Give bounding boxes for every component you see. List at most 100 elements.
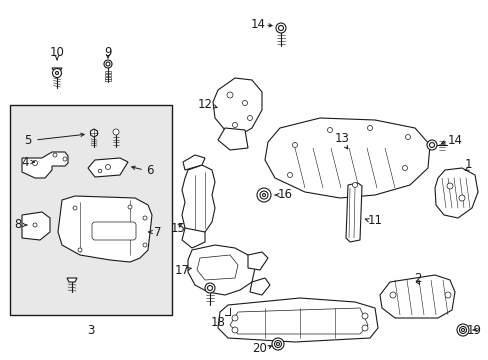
Bar [95, 225, 133, 237]
Circle shape [73, 206, 77, 210]
Polygon shape [187, 245, 254, 295]
Bar [105, 80, 111, 81]
Polygon shape [218, 298, 377, 342]
Polygon shape [249, 278, 269, 295]
Polygon shape [346, 183, 361, 242]
Circle shape [78, 248, 82, 252]
Circle shape [32, 161, 38, 166]
Polygon shape [379, 275, 454, 318]
Text: 7: 7 [154, 225, 162, 238]
Text: 2: 2 [413, 271, 421, 284]
Circle shape [459, 327, 466, 333]
Text: 17: 17 [174, 264, 189, 276]
Text: 11: 11 [367, 213, 382, 226]
Circle shape [405, 135, 409, 139]
Circle shape [231, 315, 238, 321]
Text: 19: 19 [466, 324, 481, 337]
Circle shape [271, 338, 284, 350]
Circle shape [456, 324, 468, 336]
Circle shape [106, 62, 110, 66]
Polygon shape [22, 152, 68, 178]
Circle shape [63, 157, 67, 161]
Text: 1: 1 [463, 158, 471, 171]
Circle shape [104, 60, 112, 68]
Text: 16: 16 [277, 189, 292, 202]
Circle shape [278, 26, 283, 31]
Circle shape [128, 205, 132, 209]
Text: 14: 14 [447, 134, 462, 147]
Circle shape [367, 126, 372, 130]
Bar [105, 77, 111, 78]
Circle shape [98, 169, 102, 173]
Text: 12: 12 [197, 99, 212, 112]
Text: 10: 10 [49, 45, 64, 58]
Text: 9: 9 [104, 45, 112, 58]
Bar [105, 71, 111, 73]
Bar [105, 74, 111, 76]
Text: 14: 14 [250, 18, 265, 31]
Text: 3: 3 [87, 324, 95, 337]
Polygon shape [67, 278, 77, 282]
Circle shape [444, 292, 450, 298]
Circle shape [262, 194, 265, 197]
Circle shape [105, 165, 110, 170]
Polygon shape [52, 68, 62, 71]
Circle shape [260, 191, 267, 199]
Circle shape [226, 92, 232, 98]
Circle shape [231, 327, 238, 333]
Circle shape [113, 129, 119, 135]
Circle shape [275, 23, 285, 33]
Circle shape [142, 243, 147, 247]
Polygon shape [264, 118, 429, 198]
Circle shape [247, 116, 252, 121]
Bar [10, 105, 172, 315]
Polygon shape [229, 308, 367, 334]
Circle shape [52, 68, 61, 77]
Circle shape [461, 328, 464, 332]
Circle shape [207, 285, 212, 291]
Circle shape [33, 223, 37, 227]
Circle shape [402, 166, 407, 171]
Circle shape [352, 183, 357, 188]
Circle shape [361, 313, 367, 319]
Circle shape [287, 172, 292, 177]
Polygon shape [218, 128, 247, 150]
Text: 8: 8 [14, 219, 21, 231]
Text: 15: 15 [170, 221, 185, 234]
Circle shape [204, 283, 215, 293]
Text: 18: 18 [210, 315, 225, 328]
Circle shape [274, 341, 281, 347]
Polygon shape [22, 212, 50, 240]
Text: 13: 13 [334, 131, 349, 144]
Polygon shape [88, 158, 128, 177]
Circle shape [361, 325, 367, 331]
Circle shape [389, 292, 395, 298]
Text: 5: 5 [24, 134, 32, 147]
Circle shape [327, 127, 332, 132]
Text: 4: 4 [21, 156, 29, 168]
Polygon shape [213, 78, 262, 135]
Polygon shape [434, 168, 477, 218]
Circle shape [55, 72, 59, 75]
Circle shape [257, 188, 270, 202]
Polygon shape [182, 228, 204, 248]
Circle shape [426, 140, 436, 150]
Circle shape [446, 183, 452, 189]
Text: 6: 6 [146, 163, 153, 176]
FancyBboxPatch shape [92, 222, 136, 240]
Polygon shape [182, 165, 215, 235]
Polygon shape [90, 129, 97, 137]
Polygon shape [58, 196, 152, 262]
Circle shape [142, 216, 147, 220]
Text: 20: 20 [252, 342, 267, 355]
Circle shape [232, 122, 237, 127]
Circle shape [53, 153, 57, 157]
Circle shape [458, 195, 464, 201]
Polygon shape [197, 255, 238, 280]
Polygon shape [183, 155, 204, 170]
Circle shape [428, 143, 434, 148]
Circle shape [292, 143, 297, 148]
Polygon shape [247, 252, 267, 270]
Circle shape [242, 100, 247, 105]
Circle shape [276, 342, 279, 346]
